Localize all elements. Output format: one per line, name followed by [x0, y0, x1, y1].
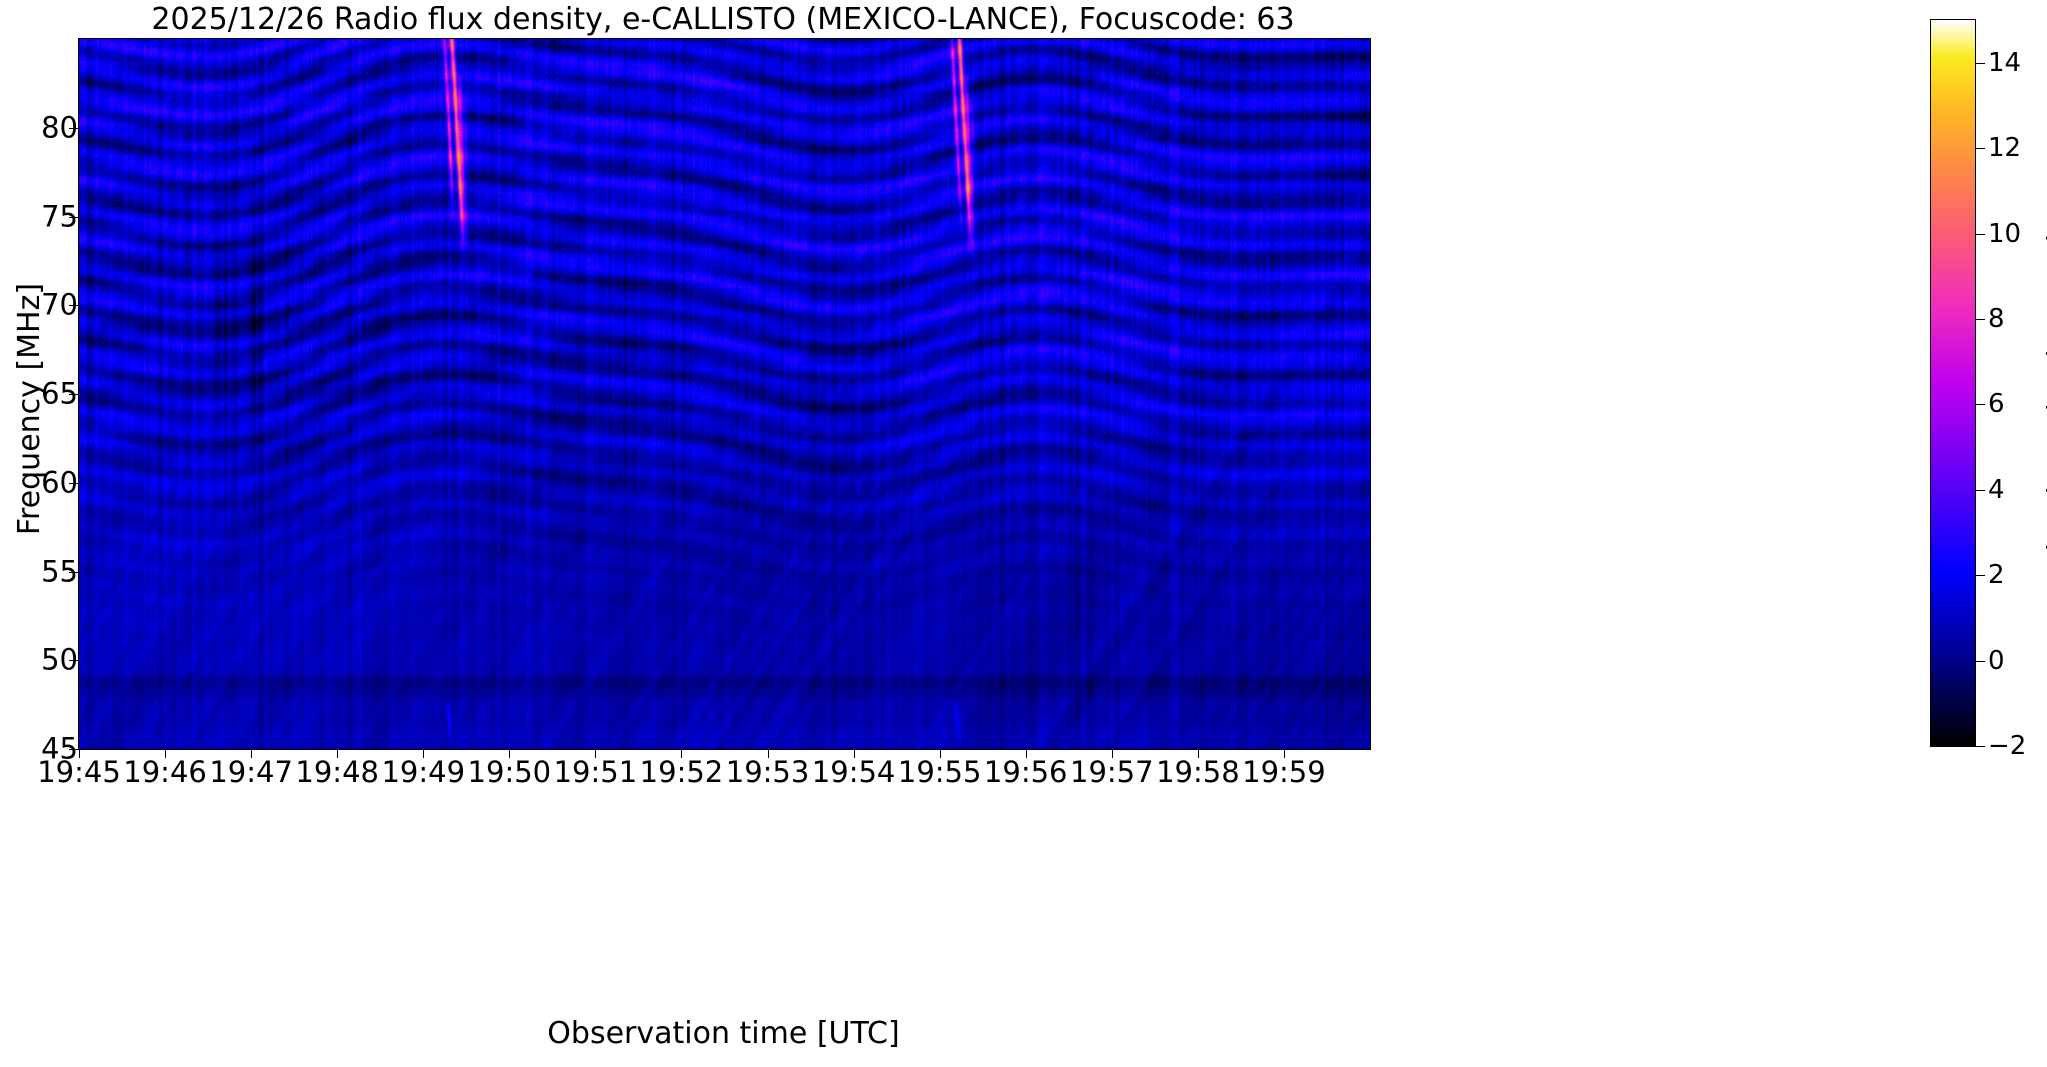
x-tick-label: 19:59 [1242, 755, 1326, 789]
x-tick-mark [251, 749, 253, 758]
x-axis-label: Observation time [UTC] [547, 1016, 900, 1051]
spectrogram-plot-area[interactable] [78, 38, 1371, 750]
x-tick-mark [165, 749, 167, 758]
y-tick-mark [69, 482, 78, 484]
colorbar-tick-label: 4 [1988, 474, 2005, 505]
x-tick-label: 19:48 [295, 755, 379, 789]
x-tick-mark [79, 749, 80, 758]
colorbar-tick-mark [1976, 746, 1985, 747]
x-tick-label: 19:46 [123, 755, 207, 789]
page-title: 2025/12/26 Radio flux density, e-CALLIST… [151, 2, 1295, 37]
y-tick-mark [69, 749, 78, 750]
x-tick-label: 19:45 [37, 755, 121, 789]
y-axis-ticks: 80 75 70 65 60 55 50 45 [0, 0, 78, 1067]
colorbar-tick-label: −2 [1988, 731, 2027, 761]
x-tick-mark [1111, 749, 1113, 758]
y-tick-label: 65 [41, 376, 78, 411]
y-tick-mark [69, 216, 78, 218]
colorbar-tick-mark [1976, 148, 1985, 150]
colorbar-tick-label: 8 [1988, 303, 2005, 334]
x-tick-label: 19:50 [467, 755, 552, 789]
x-tick-mark [423, 749, 425, 758]
x-tick-mark [939, 749, 941, 758]
y-tick-label: 75 [41, 199, 78, 233]
colorbar-tick-label: 6 [1988, 389, 2005, 420]
y-tick-mark [69, 394, 78, 395]
x-tick-label: 19:53 [725, 755, 810, 789]
x-tick-label: 19:56 [983, 755, 1068, 789]
y-tick-mark [69, 571, 78, 573]
x-tick-mark [1283, 749, 1285, 758]
colorbar-tick-mark [1976, 660, 1985, 662]
x-tick-label: 19:47 [209, 755, 293, 789]
colorbar-tick-mark [1976, 404, 1985, 406]
colorbar-tick-mark [1976, 489, 1985, 491]
colorbar-tick-label: 14 [1988, 47, 2022, 78]
x-tick-mark [767, 749, 769, 758]
y-tick-label: 50 [41, 642, 78, 677]
x-tick-mark [681, 749, 683, 758]
x-tick-label: 19:49 [381, 755, 466, 789]
colorbar-tick-mark [1976, 233, 1985, 235]
x-tick-label: 19:51 [553, 755, 638, 789]
colorbar-tick-mark [1976, 318, 1985, 320]
x-tick-label: 19:55 [897, 755, 982, 789]
x-tick-mark [595, 749, 597, 758]
x-tick-mark [853, 749, 855, 758]
colorbar-tick-label: 0 [1988, 645, 2005, 676]
x-tick-mark [337, 749, 339, 758]
spectrogram-canvas[interactable] [79, 39, 1370, 749]
y-tick-label: 60 [41, 465, 78, 500]
x-tick-mark [1197, 749, 1199, 758]
y-tick-label: 55 [41, 554, 78, 588]
y-tick-label: 70 [41, 287, 78, 322]
y-tick-label: 80 [41, 110, 78, 145]
x-tick-label: 19:54 [811, 755, 896, 789]
y-tick-label: 45 [41, 731, 78, 766]
y-tick-mark [69, 660, 78, 662]
colorbar[interactable] [1930, 19, 1976, 747]
x-tick-label: 19:58 [1156, 755, 1240, 789]
x-tick-label: 19:57 [1070, 755, 1154, 789]
x-tick-mark [509, 749, 511, 758]
colorbar-gradient [1931, 20, 1975, 746]
y-tick-mark [69, 305, 78, 307]
colorbar-tick-label: 2 [1988, 560, 2005, 591]
colorbar-tick-mark [1976, 62, 1985, 64]
x-tick-mark [1025, 749, 1027, 758]
y-tick-mark [69, 127, 78, 129]
x-tick-label: 19:52 [639, 755, 724, 789]
colorbar-tick-mark [1976, 575, 1985, 577]
colorbar-tick-label: 10 [1988, 218, 2022, 249]
colorbar-tick-label: 12 [1988, 133, 2022, 164]
